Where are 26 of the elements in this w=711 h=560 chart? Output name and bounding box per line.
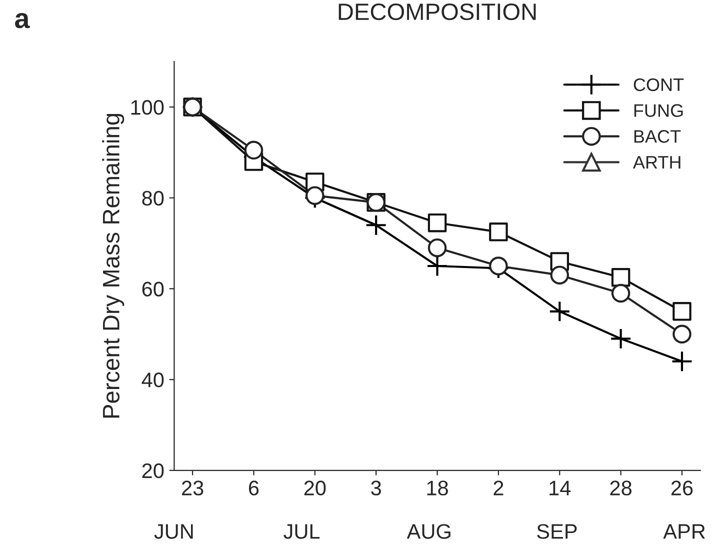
text: AUG: [406, 524, 450, 539]
text: JUN: [154, 524, 193, 539]
y-tick-label: 60: [142, 282, 164, 296]
chart-title: DECOMPOSITION: [338, 3, 536, 20]
y-axis-title: Percent Dry Mass Remaining: [102, 114, 124, 418]
x-tick-label: 23: [182, 480, 204, 496]
text: JUL: [284, 524, 320, 539]
x-tick-label: 3: [371, 480, 381, 496]
y-tick-label: 20: [142, 463, 164, 478]
x-tick-label: 20: [304, 480, 326, 496]
text: APR: [663, 524, 705, 539]
y-tick-label: 80: [142, 190, 164, 206]
y-tick-label: 100: [131, 100, 164, 115]
y-tick-label: 40: [142, 372, 164, 388]
x-tick-label: 2: [494, 480, 504, 496]
x-tick-label: 26: [671, 480, 693, 496]
legend-label: ARTH: [632, 156, 680, 169]
text: SEP: [537, 524, 577, 539]
x-tick-label: 18: [427, 480, 448, 496]
x-tick-label: 6: [248, 480, 259, 496]
text: a: [15, 13, 30, 28]
x-tick-label: 14: [550, 480, 571, 496]
legend-label: FUNG: [634, 104, 683, 117]
x-tick-label: 28: [610, 480, 632, 496]
legend-label: BACT: [634, 130, 681, 143]
legend-label: CONT: [634, 78, 684, 92]
